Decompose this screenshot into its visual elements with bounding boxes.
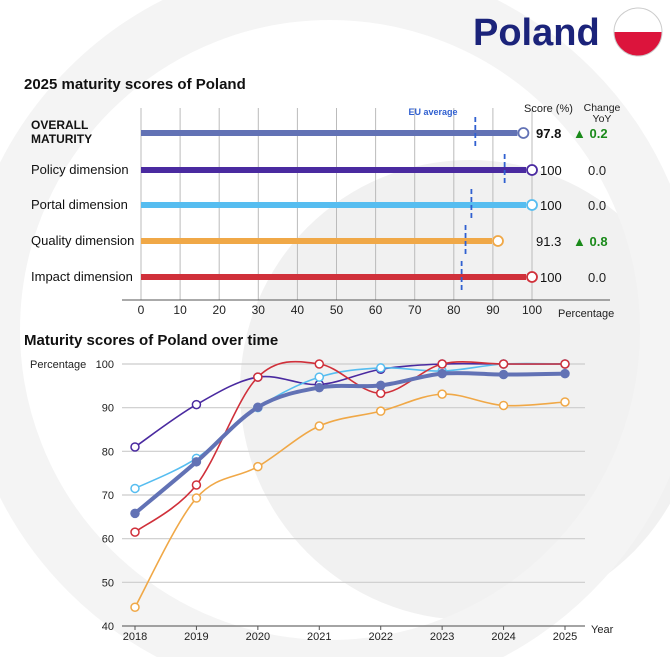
y-axis-label: Percentage xyxy=(30,359,86,371)
series-line xyxy=(134,360,566,533)
data-point xyxy=(437,359,447,369)
x-tick-label: 2022 xyxy=(368,631,392,643)
score-marker xyxy=(526,271,538,283)
x-tick-label: 10 xyxy=(173,303,187,317)
score-marker xyxy=(526,199,538,211)
score-value: 100 xyxy=(540,163,562,178)
x-tick-label: 60 xyxy=(369,303,383,317)
line-chart-title: Maturity scores of Poland over time xyxy=(24,332,278,349)
data-point xyxy=(314,382,325,393)
score-value: 100 xyxy=(540,198,562,213)
data-point xyxy=(130,602,140,612)
x-tick-label: 0 xyxy=(138,303,145,317)
score-value: 97.8 xyxy=(536,126,561,141)
change-header-yoy: YoY xyxy=(593,113,612,125)
x-axis-label: Percentage xyxy=(558,308,614,320)
x-tick-label: 20 xyxy=(213,303,227,317)
y-tick-label: 70 xyxy=(102,490,114,502)
score-marker xyxy=(526,164,538,176)
x-tick-label: 70 xyxy=(408,303,422,317)
data-point xyxy=(130,527,140,537)
x-tick-label: 2020 xyxy=(246,631,270,643)
data-point xyxy=(437,368,447,379)
x-tick-label: 2024 xyxy=(491,631,515,643)
y-tick-label: 90 xyxy=(102,403,114,415)
score-value: 91.3 xyxy=(536,234,561,249)
data-point xyxy=(314,421,325,431)
data-point xyxy=(375,380,386,391)
row-label: Impact dimension xyxy=(31,269,133,284)
flag-icon xyxy=(613,7,663,57)
row-label: MATURITY xyxy=(31,132,92,146)
row-label: Quality dimension xyxy=(31,233,134,248)
change-value: 0.0 xyxy=(588,163,606,178)
score-marker xyxy=(517,127,530,139)
data-point xyxy=(191,457,202,467)
data-point xyxy=(498,369,509,380)
change-value: 0.0 xyxy=(588,270,606,285)
x-tick-label: 2025 xyxy=(553,631,577,643)
x-tick-label: 2023 xyxy=(430,631,454,643)
data-point xyxy=(560,359,570,369)
data-point xyxy=(375,406,386,416)
score-marker xyxy=(492,235,504,247)
y-tick-label: 80 xyxy=(102,446,114,458)
data-point xyxy=(130,442,140,452)
data-point xyxy=(253,372,263,382)
x-axis-label: Year xyxy=(591,624,614,636)
y-tick-label: 60 xyxy=(102,534,114,546)
x-tick-label: 2019 xyxy=(184,631,208,643)
data-point xyxy=(375,388,386,399)
x-tick-label: 80 xyxy=(447,303,461,317)
data-point xyxy=(191,480,202,490)
data-point xyxy=(253,402,263,412)
change-value: 0.0 xyxy=(588,198,606,213)
data-point xyxy=(130,483,140,494)
y-tick-label: 40 xyxy=(102,621,114,633)
y-tick-label: 50 xyxy=(102,577,114,589)
change-value: ▲ 0.8 xyxy=(573,234,608,249)
data-point xyxy=(314,372,325,382)
data-point xyxy=(314,359,325,369)
data-point xyxy=(437,389,447,399)
x-tick-label: 2018 xyxy=(123,631,147,643)
data-point xyxy=(191,399,202,410)
x-tick-label: 2021 xyxy=(307,631,331,643)
score-header: Score (%) xyxy=(524,103,573,115)
x-tick-label: 40 xyxy=(291,303,305,317)
data-point xyxy=(560,368,570,379)
data-point xyxy=(130,508,140,519)
score-value: 100 xyxy=(540,270,562,285)
data-point xyxy=(498,400,509,411)
data-point xyxy=(375,363,386,373)
data-point xyxy=(498,359,509,369)
eu-average-label: EU average xyxy=(408,107,457,117)
x-tick-label: 100 xyxy=(522,303,542,317)
data-point xyxy=(191,493,202,503)
row-label: OVERALL xyxy=(31,118,88,132)
country-title: Poland xyxy=(473,12,600,54)
change-value: ▲ 0.2 xyxy=(573,126,608,141)
row-label: Policy dimension xyxy=(31,162,129,177)
data-point xyxy=(560,397,570,407)
data-point xyxy=(253,461,263,472)
x-tick-label: 90 xyxy=(486,303,500,317)
row-label: Portal dimension xyxy=(31,197,128,212)
x-tick-label: 30 xyxy=(252,303,266,317)
change-header: Change xyxy=(584,102,621,114)
x-tick-label: 50 xyxy=(330,303,344,317)
y-tick-label: 100 xyxy=(96,359,114,371)
bar-chart-title: 2025 maturity scores of Poland xyxy=(24,76,246,93)
